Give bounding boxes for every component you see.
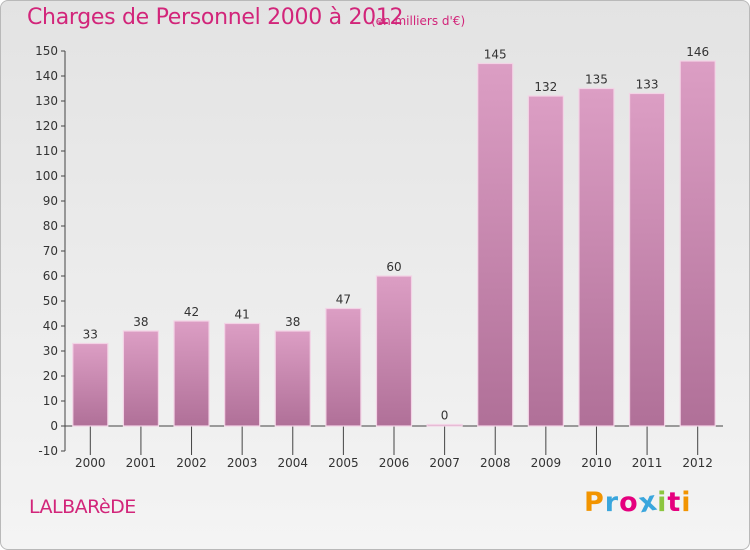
y-tick-label: -10 <box>38 444 58 458</box>
value-label-2004: 38 <box>285 315 300 329</box>
y-tick-label: 130 <box>35 94 58 108</box>
x-tick-label-2011: 2011 <box>632 456 663 470</box>
bar-2004 <box>274 330 311 427</box>
logo-letter: i <box>657 487 668 518</box>
value-label-2011: 133 <box>636 78 659 92</box>
value-label-2001: 38 <box>133 315 148 329</box>
x-tick-label-2009: 2009 <box>531 456 562 470</box>
y-tick-label: 20 <box>43 369 58 383</box>
value-label-2009: 132 <box>534 80 557 94</box>
logo-letter: o <box>619 487 639 518</box>
value-label-2012: 146 <box>686 45 709 59</box>
y-tick-label: 100 <box>35 169 58 183</box>
y-tick-label: 60 <box>43 269 58 283</box>
y-tick-label: 140 <box>35 69 58 83</box>
logo-letter: r <box>604 487 620 518</box>
bar-2006 <box>375 275 413 427</box>
bar-2002 <box>173 320 210 427</box>
bar-2003 <box>224 322 261 427</box>
bar-2010 <box>578 87 615 427</box>
y-tick-label: 40 <box>43 319 58 333</box>
x-tick-label-2006: 2006 <box>379 456 410 470</box>
bar-2008 <box>477 62 514 427</box>
y-tick-label: 150 <box>35 44 58 58</box>
x-tick-label-2010: 2010 <box>581 456 612 470</box>
value-label-2003: 41 <box>235 308 250 322</box>
value-label-2002: 42 <box>184 305 199 319</box>
value-label-2005: 47 <box>336 293 351 307</box>
x-tick-label-2004: 2004 <box>277 456 308 470</box>
y-tick-label: 90 <box>43 194 58 208</box>
x-tick-label-2003: 2003 <box>227 456 258 470</box>
bar-2009 <box>527 95 564 427</box>
value-label-2008: 145 <box>484 48 507 62</box>
bar-2012 <box>679 60 716 427</box>
logo-letter: i <box>681 487 692 518</box>
value-label-2006: 60 <box>386 260 401 274</box>
chart-subtitle: (en milliers d'€) <box>371 14 466 28</box>
x-tick-label-2012: 2012 <box>682 456 713 470</box>
bar-2005 <box>325 307 362 427</box>
commune-name: LALBARèDE <box>29 496 136 518</box>
bar-2001 <box>122 330 160 427</box>
x-tick-label-2008: 2008 <box>480 456 511 470</box>
proxiti-logo: Proxiti <box>584 486 692 520</box>
value-label-2007: 0 <box>441 409 449 423</box>
bar-2007 <box>426 423 463 427</box>
logo-letter: P <box>584 487 605 518</box>
x-tick-label-2005: 2005 <box>328 456 359 470</box>
y-tick-label: 50 <box>43 294 58 308</box>
x-tick-label-2000: 2000 <box>75 456 106 470</box>
y-tick-label: 80 <box>43 219 58 233</box>
y-tick-label: 0 <box>50 419 58 433</box>
chart-title: Charges de Personnel 2000 à 2012 <box>27 5 404 30</box>
x-tick-label-2007: 2007 <box>429 456 460 470</box>
value-label-2000: 33 <box>83 328 98 342</box>
x-tick-label-2002: 2002 <box>176 456 207 470</box>
y-tick-label: 110 <box>35 144 58 158</box>
bar-2000 <box>72 342 109 427</box>
y-tick-label: 70 <box>43 244 58 258</box>
y-tick-label: 120 <box>35 119 58 133</box>
logo-letter: t <box>667 487 682 518</box>
y-tick-label: 30 <box>43 344 58 358</box>
value-label-2010: 135 <box>585 73 608 87</box>
bar-2011 <box>628 92 666 427</box>
y-tick-label: 10 <box>43 394 58 408</box>
x-tick-label-2001: 2001 <box>126 456 157 470</box>
